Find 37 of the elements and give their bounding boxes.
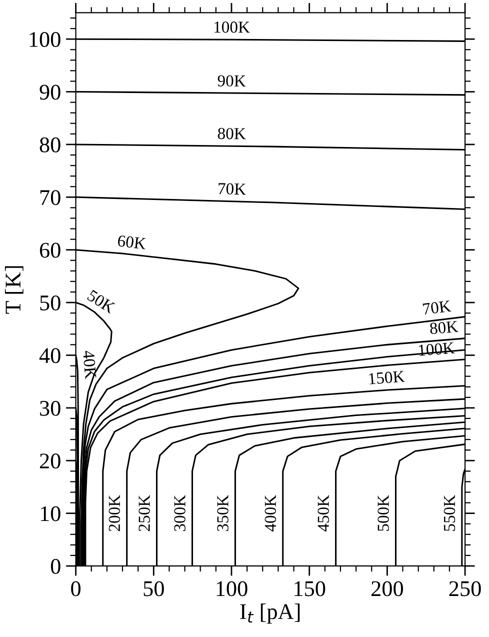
annotation: 350K bbox=[217, 494, 228, 532]
y-tick-label: 100 bbox=[30, 32, 60, 48]
y-tick-label: 20 bbox=[40, 454, 60, 469]
x-tick-label: 250 bbox=[449, 581, 481, 596]
y-tick-label: 50 bbox=[40, 295, 60, 310]
y-tick-label: 60 bbox=[40, 242, 60, 258]
y-axis-title: T [K] bbox=[4, 266, 24, 314]
annotation: 400K bbox=[264, 494, 276, 532]
annotation: 150K bbox=[368, 370, 405, 384]
y-tick-label: 30 bbox=[40, 400, 60, 416]
annotation: 60K bbox=[118, 235, 146, 250]
x-axis-title: I$_{t}$ [pA] bbox=[240, 603, 300, 624]
y-tick-label: 10 bbox=[40, 506, 60, 522]
x-tick-label: 200 bbox=[372, 581, 404, 596]
annotation: 500K bbox=[378, 494, 389, 531]
x-tick-label: 0 bbox=[71, 581, 81, 596]
y-tick-label: 0 bbox=[50, 558, 60, 574]
annotation: 550K bbox=[444, 494, 456, 531]
annotation: 70K bbox=[422, 300, 452, 315]
annotation: 300K bbox=[174, 494, 186, 532]
x-tick-label: 50 bbox=[144, 581, 164, 596]
annotation: 90K bbox=[218, 75, 246, 87]
x-tick-label: 100 bbox=[216, 581, 248, 596]
annotation: 80K bbox=[218, 128, 246, 140]
annotation: 100K bbox=[214, 21, 250, 33]
annotation: 250K bbox=[138, 494, 150, 532]
annotation: 200K bbox=[108, 494, 120, 532]
y-tick-label: 80 bbox=[40, 137, 60, 152]
annotation: 80K bbox=[430, 320, 458, 334]
y-tick-label: 40 bbox=[39, 348, 60, 364]
x-tick-label: 150 bbox=[294, 581, 326, 596]
y-tick-label: 90 bbox=[40, 84, 60, 100]
annotation: 70K bbox=[218, 182, 246, 195]
y-tick-label: 70 bbox=[40, 190, 60, 206]
annotation: 450K bbox=[318, 494, 329, 532]
annotation: 50K bbox=[86, 290, 116, 314]
annotation: 40K bbox=[82, 350, 96, 380]
